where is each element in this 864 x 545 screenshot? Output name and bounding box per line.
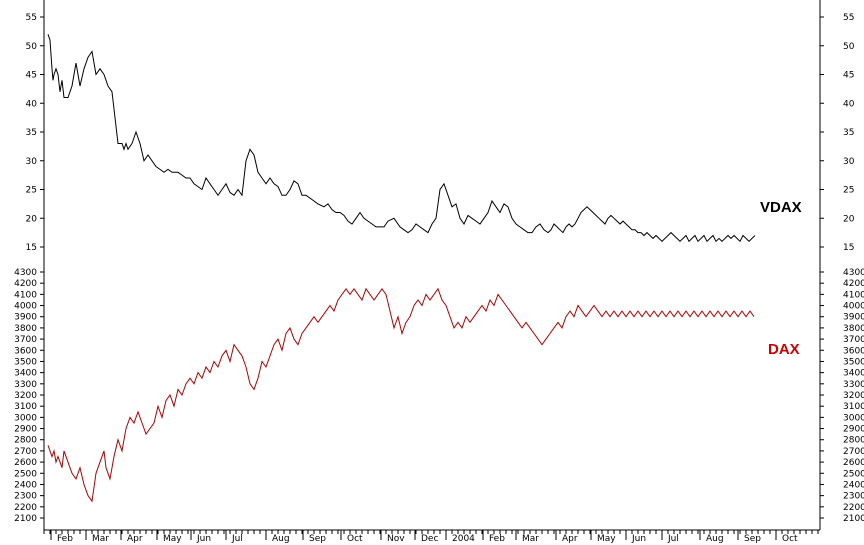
y-tick-label-dax-right: 2100 [843,514,864,524]
x-tick-label: Apr [127,534,143,544]
y-tick-label-dax-right: 2500 [843,469,864,479]
x-tick-label: Feb [57,534,73,544]
x-tick-label: Apr [562,534,578,544]
y-tick-label-dax-right: 3900 [843,313,864,323]
series-line-vdax [47,34,756,243]
y-tick-label-vdax-right: 55 [843,13,854,23]
y-tick-label-dax-right: 3200 [843,391,864,401]
y-tick-label-vdax-right: 45 [843,71,854,81]
y-tick-label-dax-left: 3600 [14,346,37,356]
y-tick-label-vdax-left: 45 [26,71,37,81]
y-tick-label-dax-left: 4000 [14,302,37,312]
series-line-dax [47,287,755,503]
x-tick-label: Mar [522,534,539,544]
y-tick-label-dax-right: 2200 [843,503,864,513]
x-tick-label: Sep [309,534,326,544]
x-tick-label: Oct [782,534,798,544]
x-tick-label: Feb [489,534,505,544]
series-label-vdax: VDAX [760,199,802,216]
x-tick-label: Jun [196,534,211,544]
x-tick-label: Jul [667,534,679,544]
x-tick-label: Aug [272,534,290,544]
y-tick-label-dax-right: 3000 [843,413,864,423]
y-tick-label-dax-right: 2900 [843,425,864,435]
y-tick-label-dax-left: 2500 [14,469,37,479]
x-tick-label: Oct [347,534,363,544]
y-tick-label-dax-left: 2100 [14,514,37,524]
x-tick-label: Aug [706,534,724,544]
y-tick-label-dax-left: 4200 [14,279,37,289]
y-tick-label-vdax-right: 25 [843,186,854,196]
y-tick-label-dax-left: 2600 [14,458,37,468]
y-tick-label-dax-left: 3400 [14,369,37,379]
y-tick-label-dax-left: 2900 [14,425,37,435]
x-tick-label: Sep [744,534,761,544]
y-tick-label-dax-left: 2800 [14,436,37,446]
x-tick-label: 2004 [452,534,475,544]
x-tick-label: May [597,534,616,544]
y-tick-label-dax-right: 3500 [843,357,864,367]
y-tick-label-dax-right: 2400 [843,480,864,490]
y-tick-label-vdax-left: 55 [26,13,37,23]
y-tick-label-dax-right: 3400 [843,369,864,379]
y-tick-label-dax-right: 2300 [843,492,864,502]
y-tick-label-dax-right: 3100 [843,402,864,412]
y-tick-label-dax-right: 3600 [843,346,864,356]
y-tick-label-vdax-right: 20 [843,214,855,224]
y-tick-label-dax-right: 4000 [843,302,864,312]
y-tick-label-dax-right: 4200 [843,279,864,289]
y-tick-label-dax-left: 3800 [14,324,37,334]
y-tick-label-vdax-left: 40 [26,99,38,109]
y-tick-label-vdax-right: 50 [843,42,855,52]
series-label-dax: DAX [768,341,800,358]
x-tick-label: Jun [631,534,646,544]
x-tick-label: Mar [92,534,109,544]
y-tick-label-dax-right: 4300 [843,268,864,278]
plot-area [47,34,756,503]
y-tick-label-dax-right: 2800 [843,436,864,446]
y-tick-label-dax-right: 3700 [843,335,864,345]
y-tick-label-dax-left: 3700 [14,335,37,345]
y-tick-label-dax-left: 2700 [14,447,37,457]
y-tick-label-dax-left: 3000 [14,413,37,423]
x-tick-label: May [163,534,182,544]
x-tick-label: Nov [387,534,405,544]
y-tick-label-vdax-right: 30 [843,157,855,167]
y-tick-label-dax-left: 2300 [14,492,37,502]
y-tick-label-dax-right: 3800 [843,324,864,334]
y-tick-label-dax-left: 3500 [14,357,37,367]
y-tick-label-dax-right: 4100 [843,290,864,300]
y-tick-label-vdax-right: 35 [843,128,854,138]
y-tick-label-vdax-left: 35 [26,128,37,138]
y-tick-label-dax-left: 3900 [14,313,37,323]
y-tick-label-vdax-left: 25 [26,186,37,196]
y-tick-label-dax-right: 2600 [843,458,864,468]
y-tick-label-dax-left: 2400 [14,480,37,490]
y-tick-label-dax-left: 4100 [14,290,37,300]
y-tick-label-dax-right: 2700 [843,447,864,457]
y-tick-label-vdax-left: 20 [26,214,38,224]
y-tick-label-vdax-left: 30 [26,157,38,167]
y-tick-label-dax-left: 2200 [14,503,37,513]
y-tick-label-vdax-right: 40 [843,99,855,109]
y-tick-label-dax-left: 4300 [14,268,37,278]
y-tick-label-dax-right: 3300 [843,380,864,390]
y-tick-label-dax-left: 3200 [14,391,37,401]
y-tick-label-vdax-left: 15 [26,243,37,253]
y-tick-label-dax-left: 3300 [14,380,37,390]
y-tick-label-vdax-left: 50 [26,42,38,52]
x-tick-label: Jul [231,534,243,544]
x-tick-label: Dec [421,534,438,544]
y-tick-label-dax-left: 3100 [14,402,37,412]
x-axis: Feb Mar Apr May Jun Jul Aug Sep Oct Nov Dec 2004 Feb… [43,529,820,544]
y-tick-label-vdax-right: 15 [843,243,854,253]
